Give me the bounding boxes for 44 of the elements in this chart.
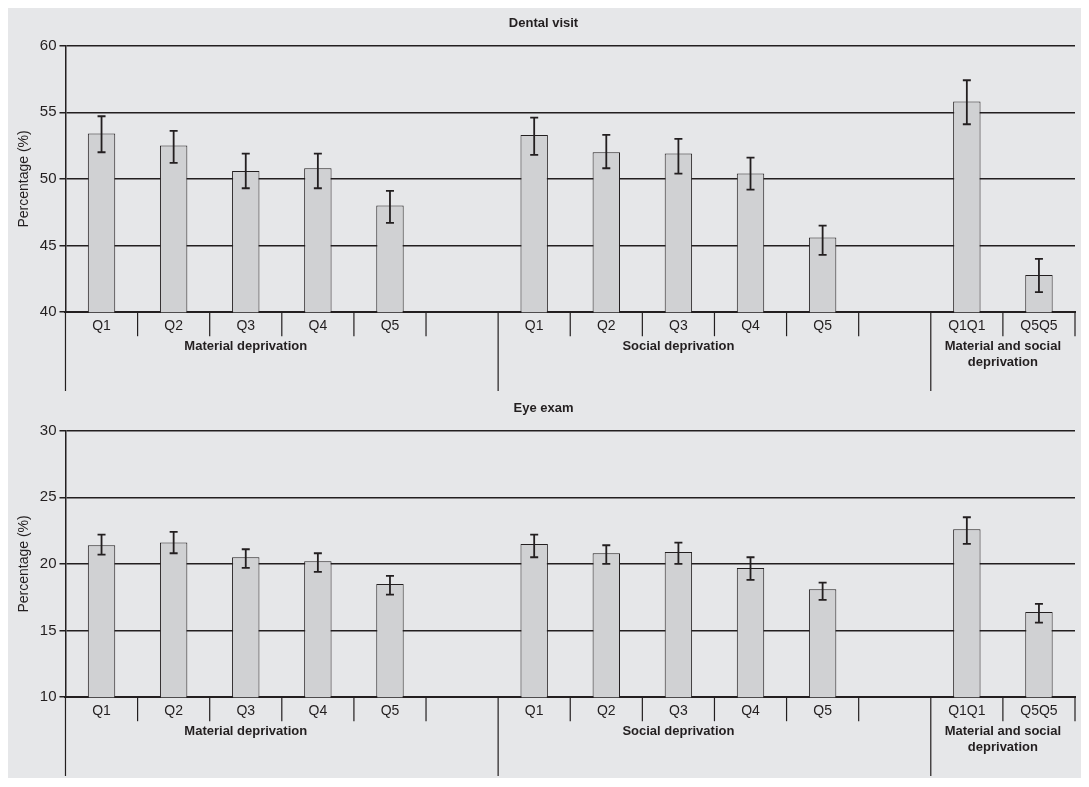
chart-title: Eye exam	[513, 400, 574, 416]
x-tick-label: Q4	[308, 317, 328, 334]
y-tick-label: 20	[39, 554, 57, 572]
y-tick-label: 55	[39, 102, 57, 120]
y-tick-label: 40	[39, 302, 57, 320]
text: Social deprivation	[622, 338, 735, 354]
x-tick-label: Q3	[669, 702, 688, 719]
x-tick-label: Q5Q5	[1020, 702, 1058, 719]
x-tick-label: Q1Q1	[948, 702, 986, 719]
x-tick-label: Q2	[164, 702, 184, 719]
x-tick-label: Q5	[380, 317, 400, 334]
x-tick-label: Q3	[236, 317, 256, 334]
x-tick-label: Q3	[669, 317, 688, 334]
x-tick-label: Q2	[596, 702, 616, 719]
y-tick-label: 15	[39, 620, 57, 638]
x-tick-label: Q1Q1	[948, 317, 986, 334]
y-tick-label: 30	[39, 420, 57, 438]
y-tick-label: 10	[39, 687, 57, 705]
x-tick-label: Q1	[524, 702, 544, 719]
x-tick-label: Q5	[813, 702, 833, 719]
y-tick-label: 50	[39, 169, 57, 187]
x-tick-label: Q1	[92, 702, 112, 719]
text: Material deprivation	[184, 723, 308, 739]
x-tick-label: Q2	[596, 317, 616, 334]
x-tick-label: Q3	[236, 702, 256, 719]
x-tick-label: Q4	[741, 702, 761, 719]
x-tick-label: Q1	[92, 317, 112, 334]
x-tick-label: Q4	[741, 317, 761, 334]
y-tick-label: 45	[39, 235, 57, 253]
x-tick-label: Q1	[524, 317, 544, 334]
y-tick-label: 60	[39, 35, 57, 53]
text: Social deprivation	[622, 723, 735, 739]
y-axis-title: Percentage (%)	[15, 130, 32, 228]
x-tick-label: Q5	[380, 702, 400, 719]
y-axis-title: Percentage (%)	[15, 515, 32, 613]
y-tick-label: 25	[39, 487, 57, 505]
text: Material and social deprivation	[944, 338, 1062, 370]
x-tick-label: Q4	[308, 702, 328, 719]
x-tick-label: Q5	[813, 317, 833, 334]
x-tick-label: Q2	[164, 317, 184, 334]
chart-title: Dental visit	[508, 15, 579, 31]
x-tick-label: Q5Q5	[1020, 317, 1058, 334]
text: Material deprivation	[184, 338, 308, 354]
text: Material and social deprivation	[944, 723, 1062, 755]
